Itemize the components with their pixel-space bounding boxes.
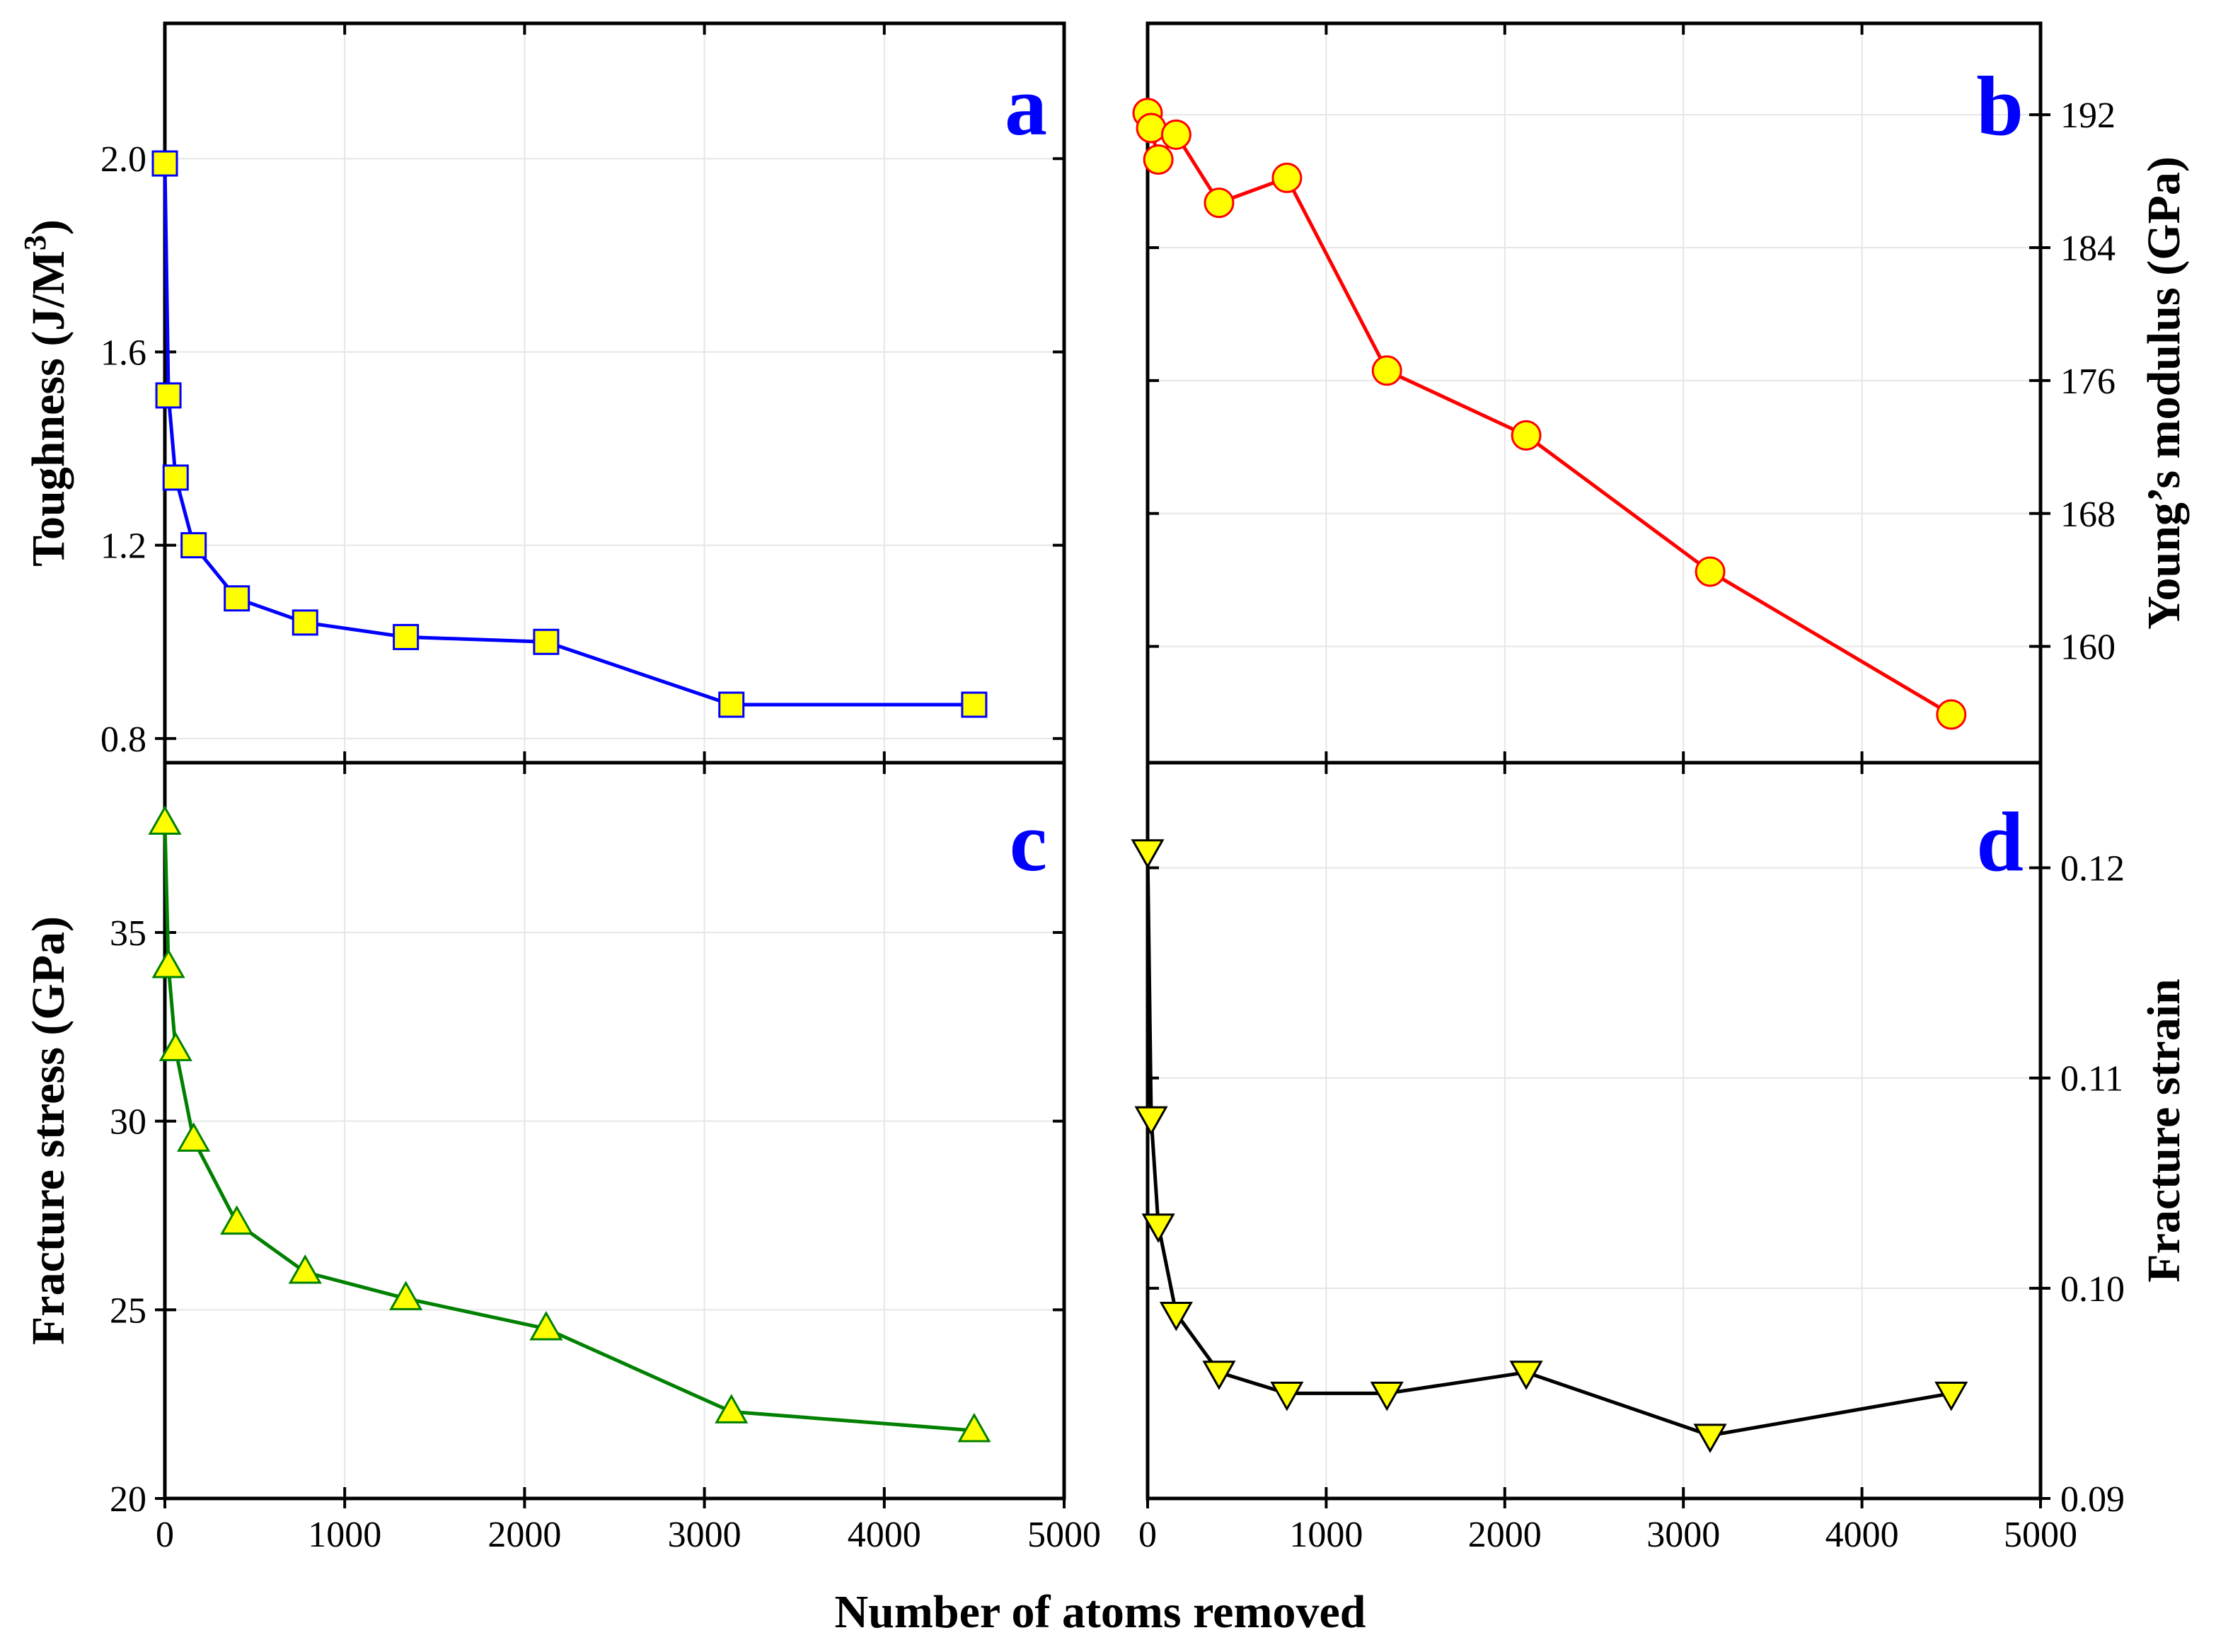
data-point bbox=[1695, 556, 1726, 587]
data-point bbox=[1371, 355, 1402, 386]
x-tick-label: 3000 bbox=[1646, 1515, 1720, 1555]
x-tick-label: 0 bbox=[1138, 1515, 1157, 1555]
data-point bbox=[162, 464, 189, 491]
x-tick-label: 2000 bbox=[487, 1515, 561, 1555]
x-tick-label: 3000 bbox=[668, 1515, 741, 1555]
y-tick-label: 176 bbox=[2060, 362, 2116, 402]
y-tick-label: 0.09 bbox=[2060, 1479, 2125, 1520]
data-point bbox=[961, 691, 988, 718]
x-tick-label: 4000 bbox=[1825, 1515, 1899, 1555]
data-point bbox=[1143, 144, 1174, 175]
data-point bbox=[1136, 112, 1167, 144]
series-line bbox=[1145, 850, 1952, 1438]
y-axis-title: Fracture stress (GPa) bbox=[23, 916, 74, 1345]
data-point bbox=[1934, 1381, 1968, 1411]
data-point bbox=[957, 1412, 991, 1443]
data-point bbox=[393, 623, 420, 650]
panel-d: 0.09 0.10 0.11 0.12 0 1000 2000 3000 4000 5000 Fra… bbox=[1131, 761, 2190, 1555]
y-tick-label: 0.10 bbox=[2060, 1269, 2125, 1310]
y-tick-label: 1.6 bbox=[100, 333, 146, 373]
data-point bbox=[148, 805, 182, 835]
data-point bbox=[288, 1254, 322, 1284]
y-tick-label: 25 bbox=[110, 1290, 146, 1331]
panel-letter: b bbox=[1976, 59, 2024, 153]
panels: 0.8 1.2 1.6 2.0 Toughness (J/M3) a 160 168 176 18… bbox=[18, 21, 2190, 1555]
y-axis-title: Fracture strain bbox=[2138, 978, 2190, 1282]
panel-a: 0.8 1.2 1.6 2.0 Toughness (J/M3) a bbox=[18, 21, 1066, 765]
panel-b: 160 168 176 184 192 Young’s modulus (GPa) b bbox=[1132, 21, 2190, 765]
data-point bbox=[180, 532, 207, 559]
data-point bbox=[220, 1205, 254, 1235]
data-point bbox=[715, 1394, 749, 1423]
data-point bbox=[292, 609, 318, 636]
y-tick-label: 0.11 bbox=[2060, 1059, 2123, 1099]
data-point bbox=[529, 1310, 563, 1341]
data-point bbox=[1159, 1302, 1193, 1332]
y-tick-label: 0.12 bbox=[2060, 849, 2125, 889]
data-point bbox=[1370, 1381, 1404, 1411]
data-point bbox=[1511, 420, 1542, 451]
data-point bbox=[1141, 1213, 1175, 1243]
data-point bbox=[1204, 187, 1235, 219]
data-point bbox=[177, 1122, 211, 1152]
data-point bbox=[718, 691, 745, 718]
y-tick-label: 2.0 bbox=[100, 139, 146, 180]
data-point bbox=[389, 1281, 423, 1310]
x-axis-title: Number of atoms removed bbox=[835, 1586, 1366, 1638]
y-tick-label: 0.8 bbox=[100, 720, 146, 760]
panel-letter: d bbox=[1976, 795, 2024, 889]
axes-frame bbox=[1145, 761, 2043, 1501]
y-tick-label: 192 bbox=[2060, 96, 2116, 136]
y-tick-label: 35 bbox=[110, 913, 146, 954]
data-point bbox=[1936, 699, 1967, 730]
x-tick-label: 2000 bbox=[1468, 1515, 1542, 1555]
data-point bbox=[1693, 1423, 1727, 1453]
data-point bbox=[158, 1032, 192, 1061]
y-axis-title: Young’s modulus (GPa) bbox=[2138, 156, 2190, 630]
data-point bbox=[1202, 1361, 1236, 1390]
data-point bbox=[155, 382, 182, 409]
x-tick-label: 1000 bbox=[1289, 1515, 1363, 1555]
y-tick-label: 160 bbox=[2060, 628, 2116, 668]
axes-frame bbox=[163, 21, 1066, 765]
x-tick-label: 5000 bbox=[2004, 1515, 2077, 1555]
y-tick-label: 184 bbox=[2060, 229, 2116, 269]
x-tick-label: 1000 bbox=[308, 1515, 381, 1555]
data-point bbox=[1271, 162, 1303, 193]
series-line bbox=[163, 823, 975, 1433]
y-tick-label: 30 bbox=[110, 1102, 146, 1143]
panel-letter: c bbox=[1010, 795, 1047, 889]
y-tick-label: 168 bbox=[2060, 495, 2116, 535]
y-tick-label: 20 bbox=[110, 1479, 146, 1520]
panel-letter: a bbox=[1005, 59, 1047, 153]
data-point bbox=[224, 585, 250, 612]
data-point bbox=[1160, 119, 1191, 150]
data-point bbox=[1134, 1106, 1168, 1136]
x-tick-label: 0 bbox=[156, 1515, 174, 1555]
axes-frame bbox=[1145, 21, 2043, 765]
panel-c: 20 25 30 35 0 1000 2000 3000 4000 5000 Fracture st… bbox=[23, 761, 1101, 1555]
axes-frame bbox=[163, 761, 1066, 1501]
x-tick-label: 5000 bbox=[1027, 1515, 1101, 1555]
series-line bbox=[1145, 112, 1953, 717]
y-tick-label: 1.2 bbox=[100, 526, 146, 567]
data-point bbox=[1131, 839, 1165, 869]
data-point bbox=[1509, 1361, 1543, 1390]
data-point bbox=[1270, 1381, 1304, 1411]
data-point bbox=[151, 948, 185, 978]
data-point bbox=[533, 628, 560, 655]
y-axis-title: Toughness (J/M3) bbox=[18, 219, 74, 567]
x-tick-label: 4000 bbox=[848, 1515, 921, 1555]
series-line bbox=[163, 163, 974, 707]
data-point bbox=[151, 150, 178, 177]
